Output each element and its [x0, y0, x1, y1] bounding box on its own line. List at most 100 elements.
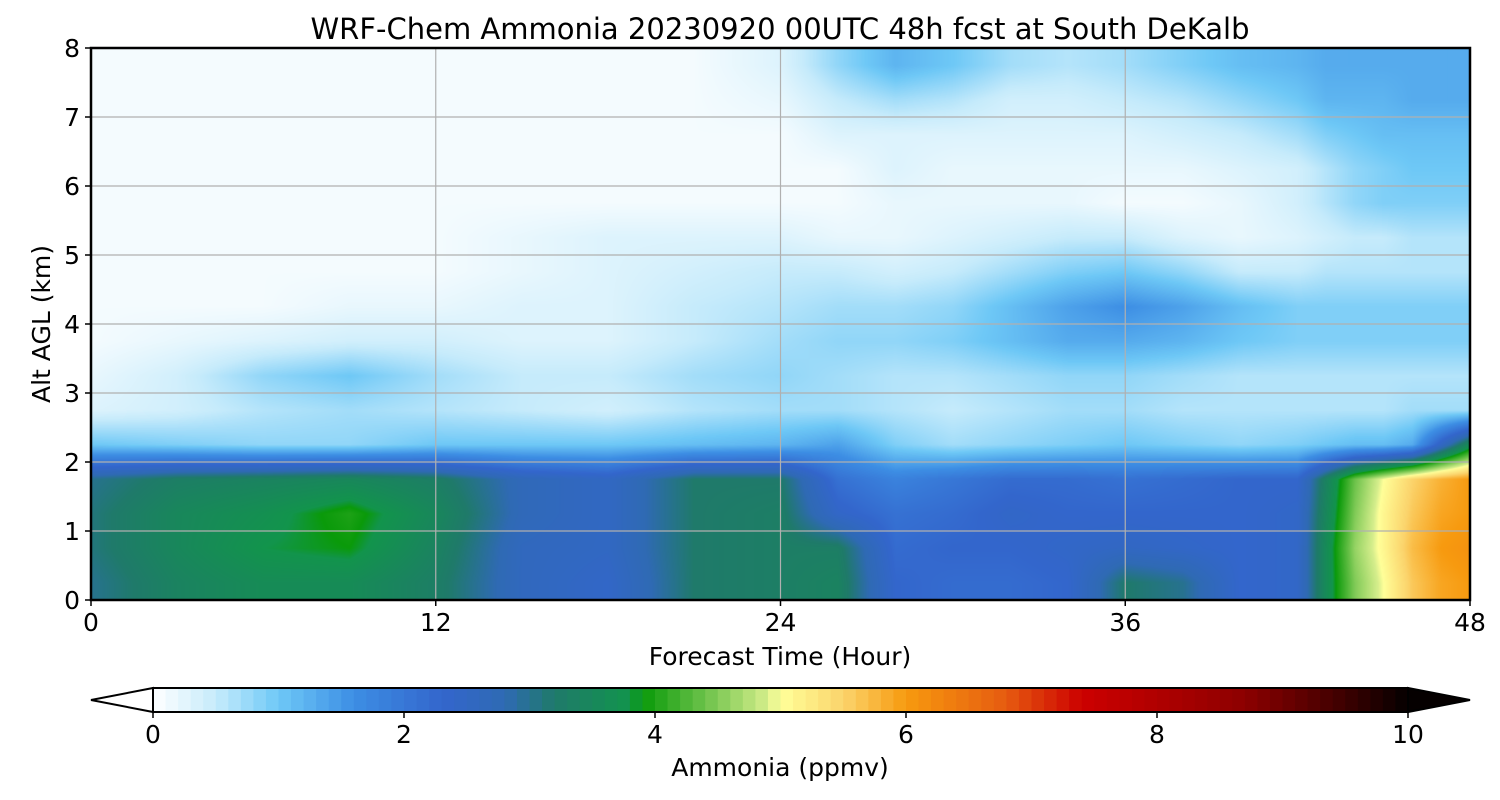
colorbar-cell [805, 688, 819, 712]
x-tick-label: 0 [83, 608, 99, 637]
colorbar-cell [692, 688, 706, 712]
colorbar-cell [943, 688, 957, 712]
y-tick-label: 6 [64, 172, 80, 201]
colorbar-cell [705, 688, 719, 712]
colorbar-cell [441, 688, 455, 712]
colorbar-cell [303, 688, 317, 712]
colorbar-cell [855, 688, 869, 712]
colorbar-cell [165, 688, 179, 712]
y-tick-label: 2 [64, 448, 80, 477]
colorbar-cell [993, 688, 1007, 712]
colorbar-cell [228, 688, 242, 712]
colorbar-cell [755, 688, 769, 712]
colorbar-cell [667, 688, 681, 712]
x-axis-label: Forecast Time (Hour) [649, 642, 912, 671]
colorbar-cell [1244, 688, 1258, 712]
colorbar-cell [1194, 688, 1208, 712]
colorbar-cell [516, 688, 531, 712]
colorbar-frame [152, 687, 1409, 713]
colorbar-cell [880, 688, 895, 712]
colorbar-cell [793, 688, 807, 712]
colorbar-cell [1395, 688, 1409, 712]
colorbar-cell [655, 688, 669, 712]
colorbar-cell [1370, 688, 1384, 712]
colorbar-cell [968, 688, 982, 712]
colorbar-cell [617, 688, 631, 712]
colorbar-cell [868, 688, 882, 712]
colorbar-cell [542, 688, 556, 712]
colorbar-cell [328, 688, 342, 712]
colorbar-cell [629, 688, 644, 712]
colorbar-cell [918, 688, 932, 712]
y-tick-label: 4 [64, 310, 80, 339]
colorbar-cell [1307, 688, 1321, 712]
colorbar-cell [1056, 688, 1070, 712]
colorbar-cell [680, 688, 694, 712]
colorbar-tick-label: 0 [145, 720, 161, 749]
colorbar-cell [1006, 688, 1020, 712]
colorbar-cell [1232, 688, 1246, 712]
colorbar-cell [956, 688, 970, 712]
colorbar-cell [429, 688, 443, 712]
y-axis-ticks: 0 1 2 3 4 5 6 7 8 [64, 34, 91, 615]
colorbar-cell [466, 688, 480, 712]
colorbar-cell [215, 688, 229, 712]
colorbar-cell [767, 688, 782, 712]
colorbar-cell [981, 688, 995, 712]
colorbar-tick-label: 2 [396, 720, 412, 749]
colorbar-cell [504, 688, 518, 712]
colorbar-cell [316, 688, 330, 712]
colorbar-cell [843, 688, 857, 712]
colorbar-cell [1119, 688, 1133, 712]
colorbar-cell [830, 688, 844, 712]
y-tick-label: 0 [64, 586, 80, 615]
colorbar-cell [1018, 688, 1033, 712]
colorbar-cell [1269, 688, 1284, 712]
colorbar-cell [1207, 688, 1221, 712]
colorbar-cell [1295, 688, 1309, 712]
colorbar-cell [454, 688, 468, 712]
colorbar-cell [1069, 688, 1083, 712]
colorbar-cell [1131, 688, 1146, 712]
colorbar-cell [416, 688, 430, 712]
colorbar-cell [1094, 688, 1108, 712]
y-tick-label: 8 [64, 34, 80, 63]
colorbar-cell [378, 688, 393, 712]
colorbar-tick-label: 4 [647, 720, 663, 749]
colorbar-cell [1157, 688, 1171, 712]
colorbar-cell [818, 688, 832, 712]
colorbar-cell [1282, 688, 1296, 712]
colorbar-max-extend-arrow [1407, 686, 1471, 714]
colorbar-cell [1081, 688, 1095, 712]
y-tick-label: 5 [64, 241, 80, 270]
colorbar-cell [1257, 688, 1271, 712]
colorbar-cell [1219, 688, 1233, 712]
colorbar-ticks: 0 2 4 6 8 10 [145, 712, 1424, 749]
chart-title: WRF-Chem Ammonia 20230920 00UTC 48h fcst… [311, 12, 1250, 46]
colorbar-cell [253, 688, 267, 712]
y-tick-label: 3 [64, 379, 80, 408]
colorbar-cell [554, 688, 568, 712]
x-axis-ticks: 0 12 24 36 48 [83, 600, 1486, 637]
x-tick-label: 12 [420, 608, 452, 637]
colorbar-cell [153, 688, 167, 712]
colorbar-cell [604, 688, 618, 712]
x-tick-label: 24 [765, 608, 797, 637]
colorbar-cell [1144, 688, 1158, 712]
colorbar-cell [906, 688, 920, 712]
colorbar-cell [642, 688, 656, 712]
colorbar-cell [190, 688, 204, 712]
colorbar: 0 2 4 6 8 10 Ammonia (ppmv) [90, 686, 1471, 782]
colorbar-cell [291, 688, 305, 712]
colorbar-cell [931, 688, 945, 712]
colorbar-cell [780, 688, 794, 712]
x-tick-label: 36 [1109, 608, 1141, 637]
colorbar-cell [567, 688, 581, 712]
colorbar-cell [730, 688, 744, 712]
colorbar-cell [366, 688, 380, 712]
colorbar-cell [240, 688, 254, 712]
colorbar-cell [353, 688, 367, 712]
colorbar-min-extend-arrow [90, 686, 154, 714]
colorbar-cell [1345, 688, 1359, 712]
